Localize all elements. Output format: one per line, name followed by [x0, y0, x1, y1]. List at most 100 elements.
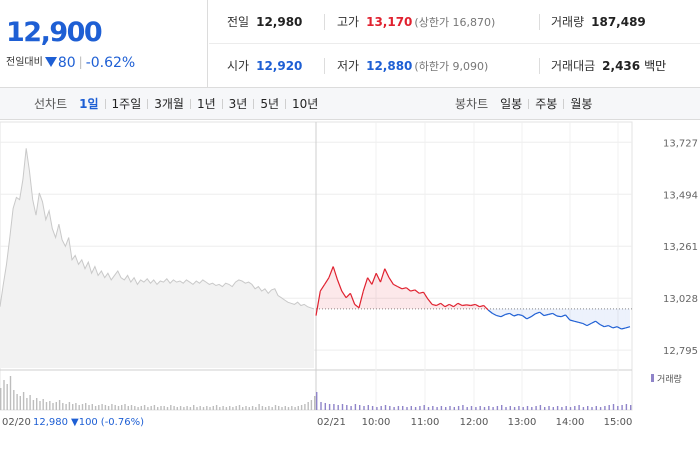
- volume-bar-prev: [314, 396, 316, 410]
- volume-bar-prev: [65, 404, 67, 410]
- volume-bar-today: [324, 403, 326, 410]
- volume-bar-today: [488, 406, 490, 410]
- volume-bar-today: [440, 406, 443, 410]
- option-divider: [285, 99, 287, 109]
- volume-bar-prev: [137, 407, 139, 410]
- lower-limit: (하한가 9,090): [414, 60, 489, 73]
- today-fill-segment: [621, 308, 626, 329]
- candle-option-2[interactable]: 월봉: [570, 97, 593, 111]
- volume-bar-today: [574, 406, 576, 410]
- stat-volume: 거래량 187,489: [551, 0, 646, 44]
- volume-bar-today: [320, 402, 322, 410]
- volume-bar-today: [552, 407, 554, 410]
- today-fill-segment: [531, 308, 536, 317]
- candle-option-0[interactable]: 일봉: [500, 97, 523, 111]
- volume-bar-prev: [199, 406, 201, 410]
- today-fill-segment: [341, 291, 347, 309]
- volume-bar-prev: [104, 405, 107, 410]
- volume-bar-prev: [238, 405, 241, 410]
- volume-bar-prev: [26, 398, 28, 410]
- period-option-6[interactable]: 10년: [292, 97, 319, 111]
- volume-bar-prev: [39, 401, 41, 410]
- today-line-down: [539, 311, 545, 317]
- today-line-down: [530, 313, 536, 318]
- volume-bar-today: [414, 407, 417, 410]
- period-option-3[interactable]: 1년: [196, 97, 216, 111]
- y-axis-labels: 13,727 13,494 13,261 13,028 12,795: [663, 138, 698, 357]
- today-fill-segment: [402, 287, 407, 309]
- volume-bar-today: [346, 405, 348, 410]
- volume-bar-prev: [85, 403, 87, 410]
- candle-option-1[interactable]: 주봉: [535, 97, 558, 111]
- volume-bar-prev: [212, 406, 214, 410]
- volume-bar-prev: [52, 403, 54, 410]
- stat-value: 12,980: [256, 15, 303, 29]
- volume-bar-today: [556, 406, 559, 410]
- today-line-down: [492, 312, 497, 317]
- volume-bar-today: [470, 406, 473, 410]
- period-option-1[interactable]: 1주일: [111, 97, 142, 111]
- volume-bar-prev: [81, 404, 84, 410]
- change-separator: |: [78, 55, 83, 69]
- volume-bar-prev: [189, 407, 192, 410]
- period-option-2[interactable]: 3개월: [154, 97, 184, 111]
- volume-bar-prev: [153, 405, 156, 410]
- volume-bar-today: [333, 404, 335, 410]
- today-line-up: [462, 304, 467, 307]
- volume-legend-swatch: [651, 374, 654, 382]
- volume-bar-today: [406, 407, 408, 410]
- today-line-down: [543, 313, 549, 317]
- today-fill-segment: [389, 277, 394, 309]
- volume-bar-today: [466, 407, 468, 410]
- volume-bar-prev: [98, 405, 100, 410]
- today-line-up: [479, 304, 484, 308]
- today-line-up: [371, 272, 377, 285]
- today-line-up: [384, 268, 390, 278]
- current-price: 12,900: [6, 17, 103, 48]
- today-fill-segment: [436, 303, 441, 309]
- x-tick-label: 12:00: [460, 417, 489, 428]
- period-option-0[interactable]: 1일: [79, 97, 99, 111]
- volume-bar-today: [492, 407, 494, 410]
- volume-bar-prev: [268, 406, 270, 410]
- volume-bar-prev: [9, 376, 12, 410]
- volume-bar-prev: [58, 400, 61, 410]
- volume-bar-today: [453, 407, 455, 410]
- volume-bar-prev: [114, 405, 116, 410]
- today-line-up: [474, 303, 480, 308]
- today-line-down: [608, 325, 614, 329]
- volume-bar-prev: [88, 405, 90, 410]
- volume-bar-prev: [6, 384, 8, 410]
- volume-bar-prev: [49, 401, 51, 410]
- volume-bar-today: [449, 406, 451, 410]
- today-line-up: [354, 303, 360, 309]
- today-line-up: [328, 266, 334, 278]
- volume-bar-prev: [222, 406, 224, 410]
- today-line-up: [457, 302, 463, 307]
- volume-bar-prev: [130, 405, 133, 410]
- volume-bar-today: [625, 404, 628, 410]
- period-option-5[interactable]: 5년: [260, 97, 280, 111]
- volume-bar-prev: [150, 406, 152, 410]
- today-line-down: [548, 312, 553, 316]
- volume-bar-prev: [127, 406, 129, 410]
- volume-bar-today: [445, 407, 447, 410]
- volume-bar-today: [363, 406, 365, 410]
- stat-value: 12,880: [366, 59, 413, 73]
- today-fill-segment: [496, 308, 501, 317]
- option-divider: [221, 99, 223, 109]
- stats-row-1: 전일 12,980 고가 13,170 (상한가 16,870) 거래량 187,489: [209, 0, 700, 44]
- y-tick-label: 13,261: [663, 242, 698, 253]
- volume-bar-today: [432, 406, 434, 410]
- volume-bar-prev: [232, 407, 234, 410]
- today-line-down: [621, 327, 626, 330]
- today-fill-segment: [363, 277, 368, 309]
- volume-bar-prev: [209, 407, 211, 410]
- volume-bar-prev: [121, 405, 123, 410]
- period-option-4[interactable]: 3년: [228, 97, 248, 111]
- volume-bar-prev: [111, 404, 113, 410]
- volume-bar-prev: [179, 406, 182, 410]
- today-line-down: [556, 315, 562, 318]
- today-fill-segment: [410, 289, 415, 309]
- prev-day-change: 100: [79, 417, 98, 428]
